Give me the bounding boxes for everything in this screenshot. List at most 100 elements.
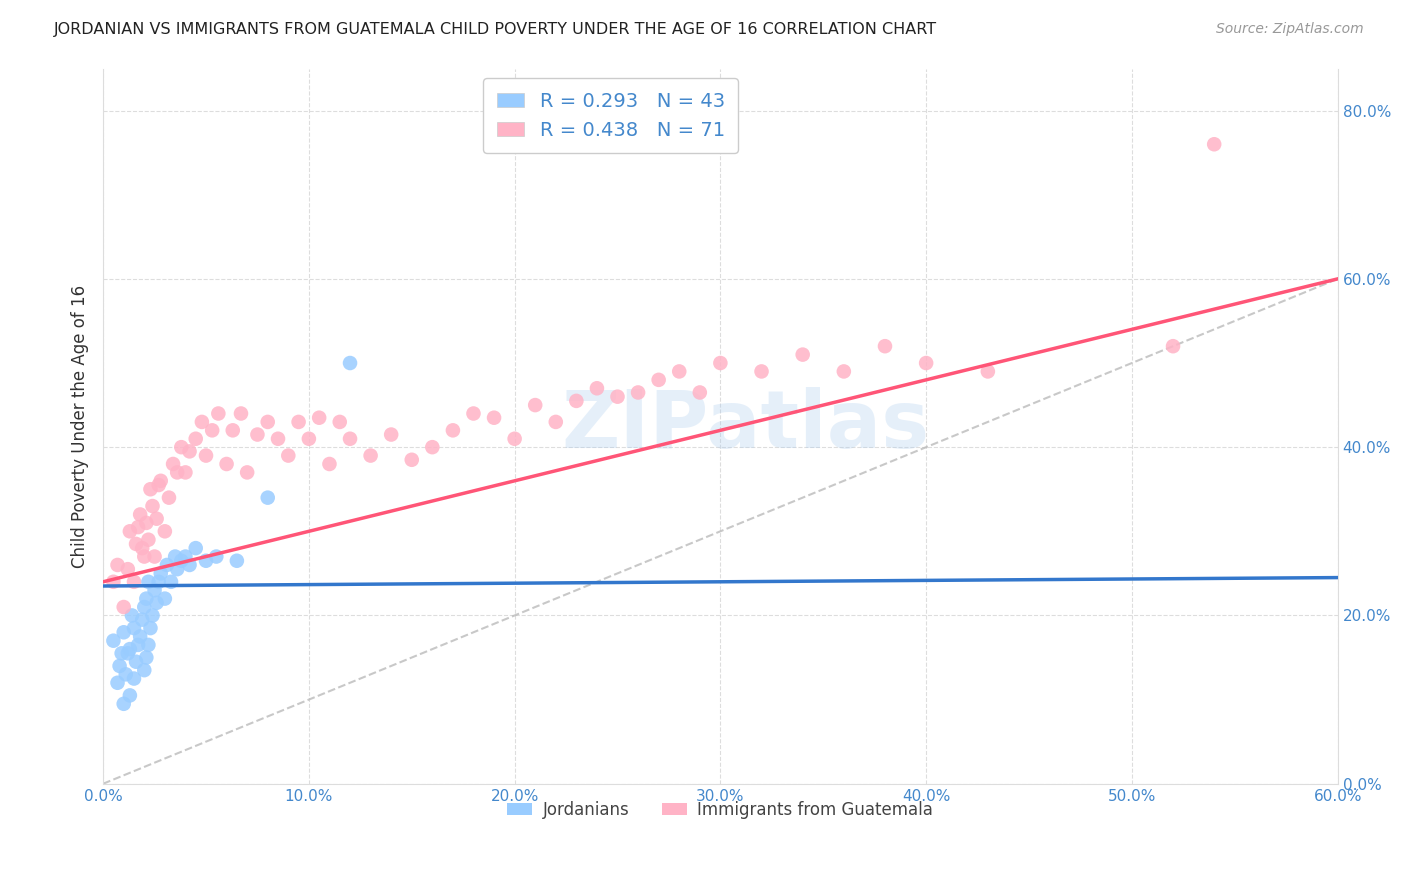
Point (420, 440, 443, 454)
Point (441, 423, 464, 437)
Point (118, 642, 141, 657)
Point (170, 554, 193, 568)
Point (277, 449, 299, 463)
Legend: Jordanians, Immigrants from Guatemala: Jordanians, Immigrants from Guatemala (501, 794, 941, 825)
Point (139, 482, 162, 496)
Point (149, 474, 172, 488)
Point (157, 491, 180, 505)
Point (138, 574, 160, 589)
Point (131, 541, 153, 556)
Point (308, 410, 330, 425)
Point (148, 574, 170, 589)
Point (174, 549, 197, 564)
Point (689, 385, 711, 400)
Point (135, 591, 157, 606)
Point (107, 558, 129, 572)
Point (145, 596, 167, 610)
Point (122, 672, 145, 686)
Point (201, 423, 224, 437)
Point (112, 600, 135, 615)
Point (112, 625, 135, 640)
Point (267, 432, 290, 446)
Point (380, 427, 402, 442)
Point (339, 356, 361, 370)
Point (117, 562, 139, 576)
Text: JORDANIAN VS IMMIGRANTS FROM GUATEMALA CHILD POVERTY UNDER THE AGE OF 16 CORRELA: JORDANIAN VS IMMIGRANTS FROM GUATEMALA C… (53, 22, 936, 37)
Text: Source: ZipAtlas.com: Source: ZipAtlas.com (1216, 22, 1364, 37)
Point (627, 385, 650, 400)
Point (832, 364, 855, 378)
Point (141, 499, 163, 513)
Point (125, 655, 148, 669)
Point (118, 524, 141, 539)
Point (156, 558, 179, 572)
Point (129, 630, 152, 644)
Point (1204, 137, 1226, 152)
Point (118, 689, 141, 703)
Point (162, 457, 184, 471)
Point (246, 427, 269, 442)
Point (977, 364, 1000, 378)
Point (751, 364, 773, 378)
Point (1161, 339, 1184, 353)
Point (586, 381, 609, 395)
Point (215, 457, 238, 471)
Point (129, 508, 152, 522)
Point (134, 549, 156, 564)
Point (117, 646, 139, 660)
Point (229, 407, 252, 421)
Point (134, 663, 156, 677)
Point (141, 608, 163, 623)
Point (256, 415, 278, 429)
Point (165, 549, 187, 564)
Point (135, 650, 157, 665)
Point (318, 457, 340, 471)
Text: ZIPatlas: ZIPatlas (561, 387, 929, 465)
Point (298, 432, 321, 446)
Point (205, 549, 228, 564)
Point (236, 466, 259, 480)
Point (153, 591, 176, 606)
Point (103, 633, 125, 648)
Point (127, 638, 149, 652)
Point (360, 449, 382, 463)
Point (792, 348, 814, 362)
Point (503, 432, 526, 446)
Point (184, 432, 207, 446)
Point (103, 574, 125, 589)
Point (544, 415, 567, 429)
Point (108, 659, 131, 673)
Point (207, 407, 229, 421)
Point (143, 549, 166, 564)
Point (401, 452, 423, 467)
Point (111, 646, 134, 660)
Point (463, 407, 485, 421)
Point (166, 562, 188, 576)
Point (170, 440, 193, 454)
Point (195, 554, 218, 568)
Point (135, 516, 157, 530)
Point (524, 398, 547, 412)
Point (191, 415, 214, 429)
Point (160, 574, 183, 589)
Point (256, 491, 278, 505)
Point (329, 415, 352, 429)
Point (114, 667, 136, 681)
Point (915, 356, 938, 370)
Point (179, 558, 201, 572)
Point (166, 466, 188, 480)
Point (287, 415, 309, 429)
Point (606, 390, 628, 404)
Point (873, 339, 896, 353)
Point (107, 675, 129, 690)
Point (222, 423, 245, 437)
Point (125, 537, 148, 551)
Y-axis label: Child Poverty Under the Age of 16: Child Poverty Under the Age of 16 (72, 285, 89, 567)
Point (709, 356, 731, 370)
Point (647, 373, 669, 387)
Point (138, 533, 160, 547)
Point (148, 478, 170, 492)
Point (112, 697, 135, 711)
Point (179, 444, 201, 458)
Point (122, 621, 145, 635)
